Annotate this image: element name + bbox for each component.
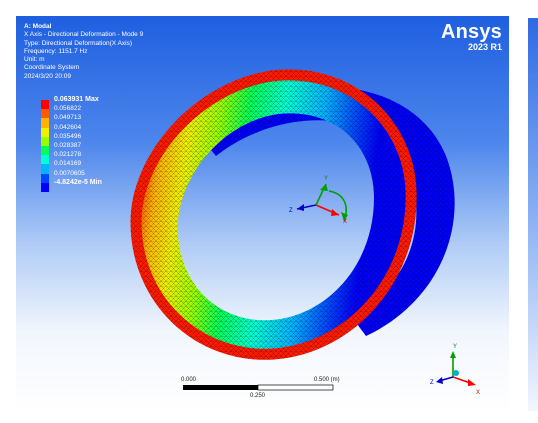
scale-bar [183,384,334,391]
legend-value-label: 0.014169 [54,160,82,168]
legend-value-label: 0.042604 [54,123,82,131]
scale-end-label: 0.500 (m) [314,377,340,383]
legend-value-label: 0.028387 [54,142,82,149]
legend-value-label: 0.049713 [54,114,82,122]
coordinate-system-label: Coordinate System [24,64,80,72]
graphics-viewport[interactable]: A: Modal X Axis - Directional Deformatio… [16,16,509,411]
center-triad-y-label: Y [324,176,328,182]
result-name: X Axis - Directional Deformation - Mode … [24,31,144,39]
legend-value-label: 0.035496 [54,132,82,140]
scale-mid-label: 0.250 [250,393,266,399]
corner-triad-x-label: X [476,390,480,396]
legend-swatch-0 [41,100,49,110]
legend-swatch-7 [41,164,49,174]
global-axis-triad[interactable]: Y X Z [430,344,480,396]
ring-model[interactable]: X Y Z Y X Z [16,16,509,411]
legend-value-label: 0.056822 [54,105,82,113]
legend-swatch-6 [41,155,49,165]
legend-swatch-1 [41,109,49,119]
legend-value-label: 0.021278 [54,151,82,159]
legend-swatch-4 [41,136,49,146]
legend-swatch-3 [41,127,49,137]
legend-swatch-8 [41,173,49,183]
corner-triad-z-label: Z [430,380,434,386]
logo-brand: Ansys [440,21,502,43]
adjacent-viewport-edge [528,18,538,411]
center-triad-z-label: Z [289,208,293,214]
center-axis-triad: X Y Z [289,176,348,225]
scale-start-label: 0.000 [181,377,197,383]
corner-triad-y-label: Y [453,344,457,350]
legend-max-label: 0.063931 Max [54,96,99,103]
timestamp-label: 2024/3/20 20:09 [24,72,71,80]
unit-label: Unit: m [24,56,45,64]
result-info: A: Modal X Axis - Directional Deformatio… [24,23,143,81]
analysis-title: A: Modal [24,23,52,30]
center-triad-x-label: X [343,219,347,225]
legend-swatch-5 [41,146,49,156]
legend-min-label: -4.8242e-5 Min [54,178,102,186]
legend-value-label: 0.0070605 [54,169,85,177]
legend-swatch-9 [41,182,49,192]
frequency-label: Frequency: 1151.7 Hz [24,47,88,55]
ansys-logo: Ansys 2023 R1 [441,22,502,52]
result-type: Type: Directional Deformation(X Axis) [24,39,133,47]
legend-swatch-2 [41,118,49,128]
logo-version: 2023 R1 [467,42,502,52]
